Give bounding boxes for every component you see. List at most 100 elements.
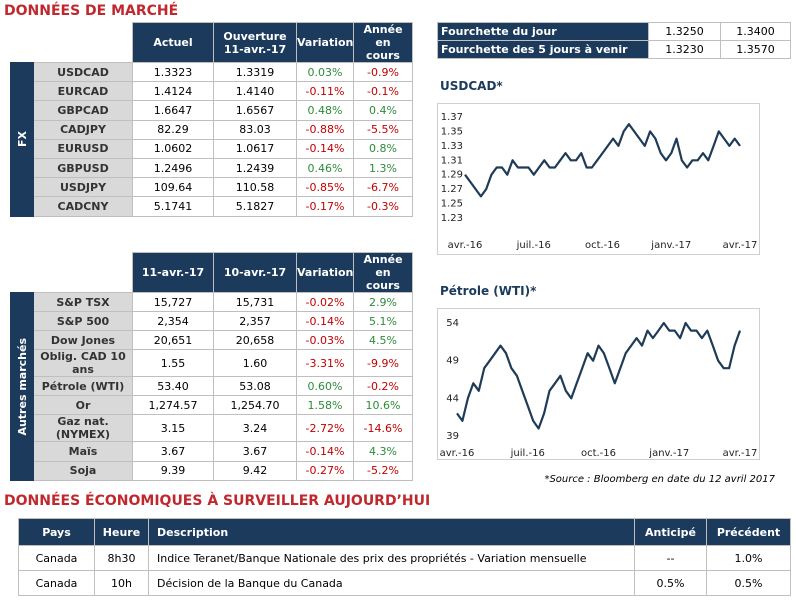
cell: 82.29 [132,119,214,140]
cell: 2.9% [353,291,413,313]
row: Soja 9.39 9.42 -0.27% -5.2% [11,460,413,481]
cell: 15,731 [213,291,297,313]
line [464,123,741,198]
section-title: DONNÉES ÉCONOMIQUES À SURVEILLER AUJOURD… [4,493,431,509]
cell: 109.64 [132,177,214,198]
cell: 10.6% [353,395,413,416]
cell: -- [634,545,707,571]
cell: Pétrole (WTI) [33,376,133,397]
row: Fourchette du jour 1.3250 1.3400 [437,22,791,41]
cell: 0.4% [353,100,413,121]
row: Canada 8h30 Indice Teranet/Banque National… [18,545,791,571]
cell: 1.2496 [132,157,214,179]
y-tick-label: 1.33 [441,141,463,152]
cell: 0.03% [296,61,354,83]
cell: Fourchette des 5 jours à venir [437,40,649,59]
cell: 20,651 [132,330,214,351]
cell: Canada [18,545,95,571]
x-tick-label: juil.-16 [510,448,545,459]
cell: 1.0617 [213,138,297,159]
cell: Fourchette du jour [437,22,649,41]
cell: 1.3250 [648,22,721,41]
cell: Or [33,395,133,416]
header-cell: Heure [94,518,149,546]
cell: -0.3% [353,196,413,217]
side-label-text: Autres marchés [15,337,29,436]
cell: Dow Jones [33,330,133,351]
cell: 1.60 [213,349,297,378]
row: S&P 500 2,354 2,357 -0.14% 5.1% [11,311,413,332]
cell: GBPCAD [33,100,133,121]
header-row: Actuel Ouverture 11-avr.-17 Variation Année… [10,22,413,63]
y-tick-label: 1.29 [441,170,463,181]
cell: -0.88% [296,119,354,140]
header-row: Pays Heure Description Anticipé Précédent [18,518,791,546]
side-label-text: FX [15,131,29,148]
header-cell: 11-avr.-17 [132,252,214,293]
cell: USDCAD [33,61,133,83]
cell: 1.3400 [720,22,791,41]
cell: EURCAD [33,81,133,102]
cell: 9.42 [213,460,297,481]
cell: USDJPY [33,177,133,198]
cell: Oblig. CAD 10 ans [33,349,133,378]
row: FX USDCAD 1.3323 1.3319 0.03% -0.9% [10,61,413,217]
table: Actuel Ouverture 11-avr.-17 Variation Année… [10,22,413,217]
cell: CADJPY [33,119,133,140]
cell: 1.4140 [213,81,297,102]
cell: 9.39 [132,460,214,481]
row: GBPCAD 1.6647 1.6567 0.48% 0.4% [11,100,413,121]
cell: 1.0602 [132,138,214,159]
row: Fourchette des 5 jours à venir 1.3230 1.35… [437,40,791,59]
cell: 1,254.70 [213,395,297,416]
line [456,321,742,430]
row: Maïs 3.67 3.67 -0.14% 4.3% [11,441,413,462]
cell: -0.02% [296,291,354,313]
chart-title: USDCAD* [440,79,503,93]
cell: 53.40 [132,376,214,397]
x-tick-label: janv.-17 [650,240,691,251]
cell: 1.6647 [132,100,214,121]
row: CADJPY 82.29 83.03 -0.88% -5.5% [11,119,413,140]
cell: 2,354 [132,311,214,332]
cell: -9.9% [353,349,413,378]
cell: -0.14% [296,138,354,159]
cell: 1.55 [132,349,214,378]
cell: 1.0% [706,545,791,571]
table: 11-avr.-17 10-avr.-17 Variation Année en co… [10,252,413,481]
cell: S&P TSX [33,291,133,313]
y-tick-label: 1.37 [441,112,463,123]
cell: 5.1741 [132,196,214,217]
row: CADCNY 5.1741 5.1827 -0.17% -0.3% [11,196,413,217]
header-cell: Variation [296,252,354,293]
header-cell: Variation [296,22,354,63]
cell: -0.14% [296,441,354,462]
cell: -5.2% [353,460,413,481]
chart: 54 49 44 39 avr.-16 juil.-16 oct.-16 janv.-17 av… [437,308,760,460]
cell: -14.6% [353,414,413,443]
cell: -0.11% [296,81,354,102]
source-note: *Source : Bloomberg en date du 12 avril … [544,474,775,485]
cell: 3.15 [132,414,214,443]
section-title: DONNÉES DE MARCHÉ [4,3,179,19]
header-cell: Année en cours [353,252,413,293]
side-label: Autres marchés [10,292,34,481]
cell: S&P 500 [33,311,133,332]
cell: -6.7% [353,177,413,198]
cell: 1.3323 [132,61,214,83]
cell: Canada [18,570,95,596]
cell: 53.08 [213,376,297,397]
cell: 110.58 [213,177,297,198]
cell: 1.2439 [213,157,297,179]
cell: 15,727 [132,291,214,313]
side-label: FX [10,62,34,217]
cell: -0.1% [353,81,413,102]
cell: EURUSD [33,138,133,159]
row: Pétrole (WTI) 53.40 53.08 0.60% -0.2% [11,376,413,397]
chart-frame [437,308,760,460]
x-tick-label: juil.-16 [516,240,551,251]
cell: 0.5% [706,570,791,596]
cell: -2.72% [296,414,354,443]
y-tick-label: 54 [446,318,459,329]
